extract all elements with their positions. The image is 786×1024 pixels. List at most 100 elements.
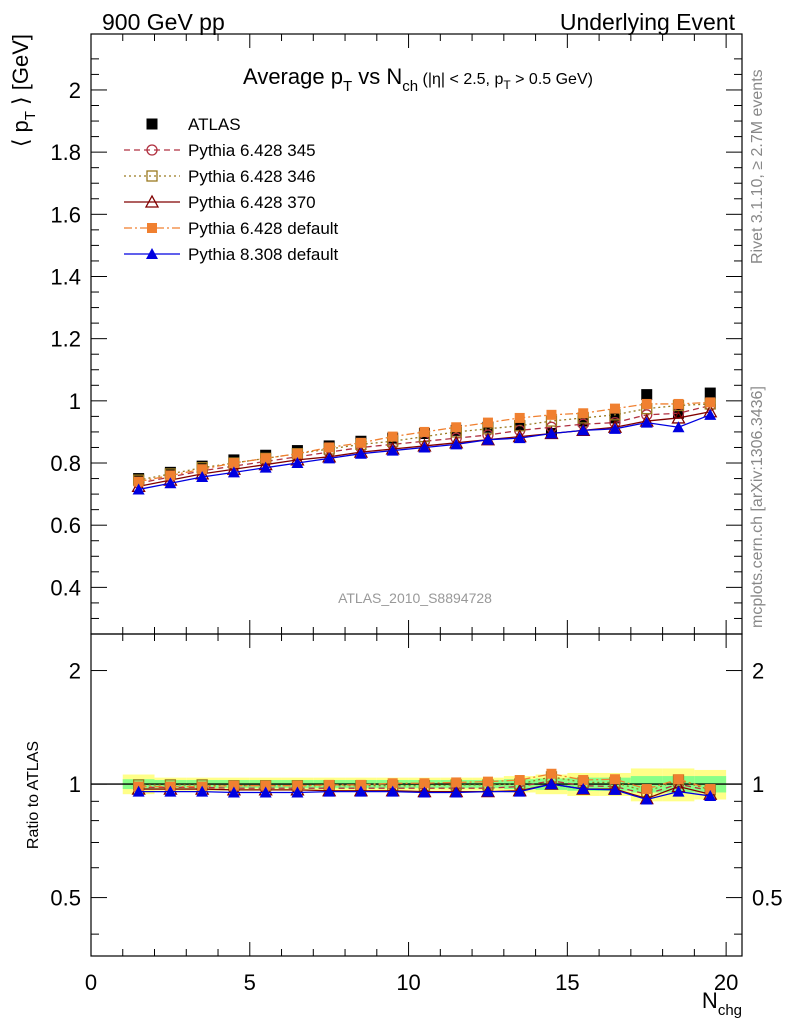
ratio-point <box>578 775 589 786</box>
data-point <box>640 416 653 428</box>
y-tick-label: 0.4 <box>50 575 81 600</box>
header-right: Underlying Event <box>560 9 736 35</box>
legend-marker <box>144 194 160 208</box>
data-point <box>608 422 621 434</box>
ratio-point <box>450 786 463 798</box>
legend-label: ATLAS <box>188 115 241 134</box>
ratio-point <box>386 785 399 797</box>
data-point <box>545 427 558 439</box>
main-plot-panel: 0.4 0.6 0.8 1 1.2 1.4 1.6 1.8 2 <box>50 33 743 956</box>
ratio-y-axis-label: Ratio to ATLAS <box>25 741 42 849</box>
legend-label: Pythia 8.308 default <box>188 245 339 264</box>
data-point <box>228 458 239 469</box>
data-point <box>672 421 685 433</box>
data-point <box>704 408 717 420</box>
legend-item: Pythia 6.428 default <box>124 219 339 238</box>
data-point <box>259 461 272 473</box>
data-point <box>673 398 684 409</box>
ratio-tick-label-right: 1 <box>752 772 764 797</box>
side-text-mcplots: mcplots.cern.ch [arXiv:1306.3436] <box>749 386 766 628</box>
side-text-rivet: Rivet 3.1.10, ≥ 2.7M events <box>749 69 766 264</box>
ratio-point <box>291 786 304 798</box>
legend-label: Pythia 6.428 default <box>188 219 339 238</box>
data-point <box>609 403 620 414</box>
legend-marker <box>146 170 158 182</box>
ratio-point <box>196 785 209 797</box>
data-point <box>354 447 367 459</box>
ratio-point <box>228 780 239 791</box>
y-tick-label: 1.8 <box>50 140 81 165</box>
ratio-point <box>259 786 272 798</box>
ratio-point <box>608 783 621 795</box>
ratio-frame <box>90 633 743 957</box>
y-tick-label: 1 <box>69 389 81 414</box>
legend-item: Pythia 6.428 345 <box>124 141 316 160</box>
data-point <box>260 453 271 464</box>
y-tick-label: 1.6 <box>50 202 81 227</box>
header-left: 900 GeV pp <box>102 9 225 35</box>
ratio-point <box>227 786 240 798</box>
ratio-point <box>609 774 620 785</box>
chart-title: Average pT vs Nch (|η| < 2.5, pT > 0.5 G… <box>243 64 593 95</box>
data-point <box>641 389 653 401</box>
ratio-point <box>355 779 366 790</box>
data-point <box>513 432 526 444</box>
x-tick-label: 15 <box>555 970 579 995</box>
legend-item: Pythia 8.308 default <box>124 245 339 264</box>
ratio-series-4 <box>132 778 717 805</box>
legend-item: Pythia 6.428 370 <box>124 193 316 212</box>
legend-label: Pythia 6.428 370 <box>188 193 316 212</box>
ratio-point <box>451 777 462 788</box>
ratio-point <box>640 793 653 805</box>
legend-label: Pythia 6.428 345 <box>188 141 316 160</box>
ratio-point <box>419 778 430 789</box>
y-tick-label: 1.4 <box>50 264 81 289</box>
ratio-point <box>705 784 716 795</box>
ratio-point <box>673 774 684 785</box>
ratio-point <box>577 783 590 795</box>
ratio-tick-label-right: 2 <box>752 659 764 684</box>
y-tick-label: 0.8 <box>50 451 81 476</box>
data-point <box>387 431 398 442</box>
legend-item: ATLAS <box>146 115 241 134</box>
ratio-point <box>482 776 493 787</box>
data-point <box>133 476 144 487</box>
data-point <box>164 477 177 489</box>
data-point <box>577 415 589 427</box>
data-point <box>196 471 209 483</box>
ratio-point <box>704 789 717 801</box>
x-tick-label: 5 <box>244 970 256 995</box>
watermark: ATLAS_2010_S8894728 <box>338 590 492 606</box>
legend-marker <box>146 144 158 156</box>
series-4 <box>133 397 716 487</box>
data-point <box>450 438 463 450</box>
ratio-point <box>546 768 557 779</box>
data-point <box>482 417 493 428</box>
ratio-point <box>418 786 431 798</box>
x-tick-label: 0 <box>85 970 97 995</box>
data-point <box>165 470 176 481</box>
y-tick-label: 2 <box>69 78 81 103</box>
data-point <box>227 466 240 478</box>
data-point <box>324 442 335 453</box>
data-point <box>451 422 462 433</box>
ratio-point <box>387 778 398 789</box>
ratio-tick-label-right: 0.5 <box>752 886 783 911</box>
ratio-point <box>164 785 177 797</box>
ratio-point <box>513 785 526 797</box>
legend-label: Pythia 6.428 346 <box>188 167 316 186</box>
ratio-tick-label-left: 1 <box>69 772 81 797</box>
data-point <box>641 398 652 409</box>
ratio-point <box>481 785 494 797</box>
data-point <box>418 441 431 453</box>
ratio-point <box>323 785 336 797</box>
ratio-point <box>545 778 558 790</box>
legend-marker <box>146 248 158 259</box>
ratio-tick-label-left: 0.5 <box>50 886 81 911</box>
ratio-point <box>354 785 367 797</box>
ratio-point <box>292 780 303 791</box>
data-point <box>705 397 716 408</box>
legend-marker <box>146 118 158 130</box>
data-point <box>546 409 557 420</box>
